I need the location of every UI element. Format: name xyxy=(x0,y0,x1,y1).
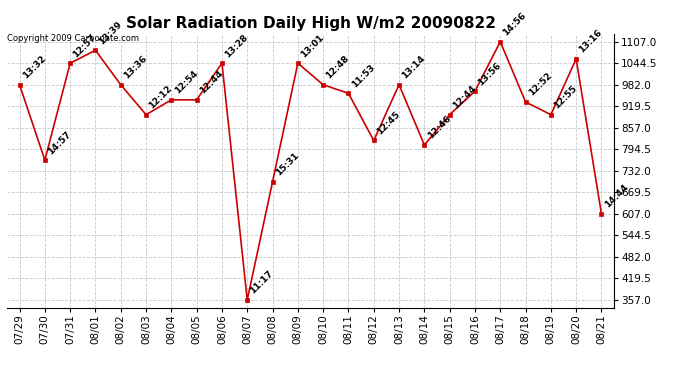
Text: 12:52: 12:52 xyxy=(527,71,553,98)
Text: 12:46: 12:46 xyxy=(426,114,453,141)
Text: 13:39: 13:39 xyxy=(97,20,124,46)
Text: 12:45: 12:45 xyxy=(375,110,402,136)
Text: 12:54: 12:54 xyxy=(172,69,199,96)
Text: 15:31: 15:31 xyxy=(274,151,300,178)
Text: 11:17: 11:17 xyxy=(248,269,275,296)
Text: 13:28: 13:28 xyxy=(224,33,250,59)
Title: Solar Radiation Daily High W/m2 20090822: Solar Radiation Daily High W/m2 20090822 xyxy=(126,16,495,31)
Text: 12:12: 12:12 xyxy=(148,84,174,111)
Text: 13:14: 13:14 xyxy=(400,54,427,81)
Text: 13:16: 13:16 xyxy=(578,28,604,55)
Text: 13:01: 13:01 xyxy=(299,33,326,59)
Text: 14:44: 14:44 xyxy=(603,183,629,210)
Text: 12:57: 12:57 xyxy=(72,32,98,59)
Text: 14:56: 14:56 xyxy=(502,11,529,38)
Text: Copyright 2009 Carbonate.com: Copyright 2009 Carbonate.com xyxy=(7,34,139,43)
Text: 13:36: 13:36 xyxy=(122,54,148,81)
Text: 12:55: 12:55 xyxy=(552,84,579,111)
Text: 12:44: 12:44 xyxy=(451,84,477,111)
Text: 13:32: 13:32 xyxy=(21,54,48,81)
Text: 12:48: 12:48 xyxy=(324,54,351,81)
Text: 13:56: 13:56 xyxy=(476,60,503,87)
Text: 14:57: 14:57 xyxy=(46,129,73,156)
Text: 12:44: 12:44 xyxy=(198,69,225,96)
Text: 11:53: 11:53 xyxy=(350,63,376,89)
